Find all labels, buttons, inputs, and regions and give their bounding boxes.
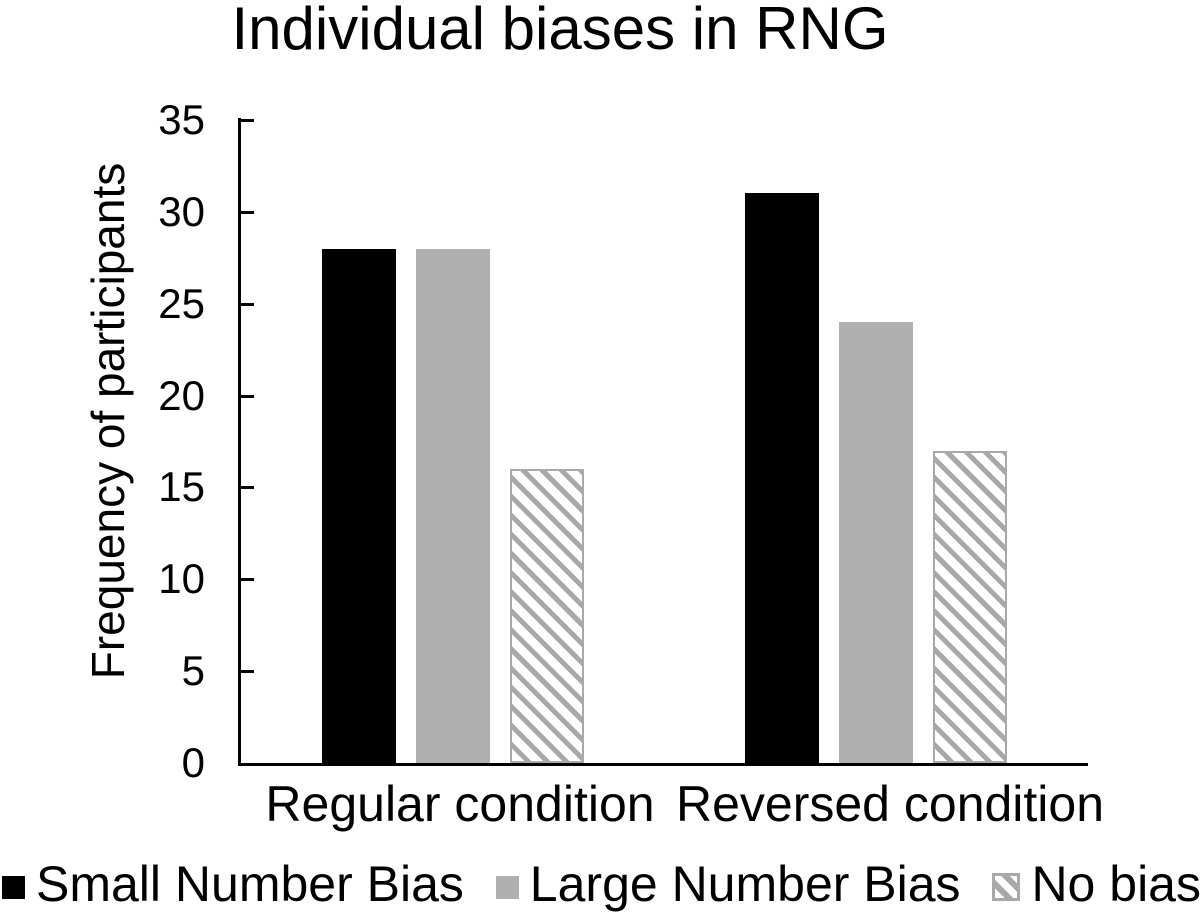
y-tick-mark-10 [241,578,254,582]
y-tick-label-20: 20 [158,371,205,419]
gray-square-swatch-icon [495,875,519,899]
y-axis-line [238,118,241,766]
bar-large-number-bias [839,322,913,763]
y-tick-label-10: 10 [158,555,205,603]
bar-large-number-bias [416,249,490,763]
bar-no-bias [510,469,584,763]
legend-label-small-number-bias: Small Number Bias [36,856,464,912]
hatched-square-swatch-icon [992,873,1021,901]
y-tick-mark-30 [241,210,254,214]
y-tick-mark-20 [241,394,254,398]
y-tick-label-30: 30 [158,187,205,235]
legend-item-small-number-bias: Small Number Bias [2,855,464,913]
bar-group-reversed [745,118,1007,763]
y-tick-label-15: 15 [158,463,205,511]
legend-label-no-bias: No bias [1031,856,1201,912]
y-tick-label-35: 35 [158,96,205,143]
legend-item-no-bias: No bias [992,855,1201,913]
y-tick-label-0: 0 [181,739,205,786]
legend-label-large-number-bias: Large Number Bias [529,856,961,912]
category-label-regular-condition: Regular condition [265,776,655,832]
y-tick-mark-15 [241,486,254,490]
y-tick-label-5: 5 [181,647,205,695]
chart-title: Individual biases in RNG [231,0,889,62]
category-label-reversed-condition: Reversed condition [676,776,1105,832]
bar-small-number-bias [322,249,396,763]
y-tick-label-25: 25 [158,279,205,327]
bar-no-bias [933,451,1007,763]
y-tick-mark-5 [241,670,254,674]
legend-item-large-number-bias: Large Number Bias [495,855,961,913]
bar-small-number-bias [745,193,819,763]
y-tick-mark-35 [241,119,254,122]
black-square-swatch-icon [2,875,25,899]
legend: Small Number Bias Large Number Bias No b… [2,854,1201,914]
y-tick-mark-25 [241,302,254,306]
bar-group-regular [322,118,584,763]
x-axis-line [238,763,1088,766]
